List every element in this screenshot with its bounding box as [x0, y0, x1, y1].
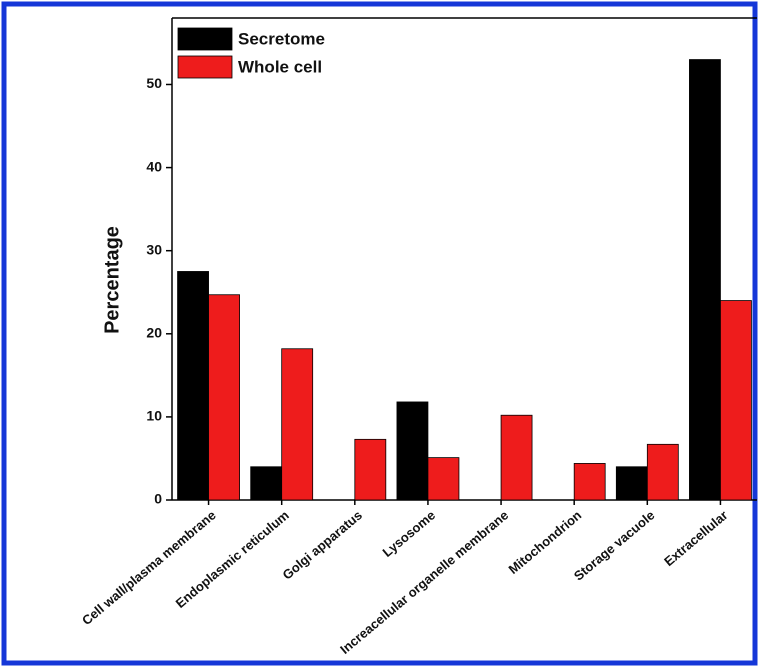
bar: [646, 443, 679, 501]
bar: [208, 294, 240, 501]
bar: [354, 438, 387, 501]
legend-label: Secretome: [238, 29, 325, 48]
y-axis-title: Percentage: [101, 226, 123, 334]
legend-swatch: [177, 55, 233, 79]
y-tick-label: 10: [146, 408, 162, 424]
y-tick-label: 50: [146, 75, 162, 91]
bar: [177, 271, 209, 501]
bar: [427, 457, 460, 501]
bar: [615, 466, 648, 501]
y-tick-label: 0: [154, 491, 162, 507]
bar: [573, 463, 606, 501]
y-tick-label: 30: [146, 241, 162, 257]
bar: [500, 414, 533, 501]
legend-swatch: [177, 27, 233, 51]
y-tick-label: 40: [146, 158, 162, 174]
bar: [720, 300, 752, 501]
bar: [281, 348, 314, 501]
y-tick-label: 20: [146, 324, 162, 340]
bar: [396, 401, 429, 501]
legend-label: Whole cell: [238, 57, 322, 76]
bar: [250, 466, 283, 501]
bar: [689, 59, 721, 501]
